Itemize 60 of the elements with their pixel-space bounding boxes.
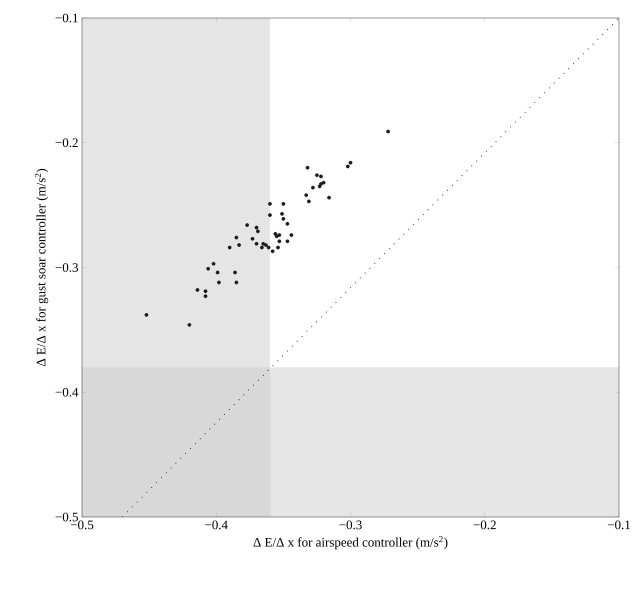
point <box>188 322 192 327</box>
point <box>250 236 254 241</box>
x-tick-label: −0.5 <box>70 520 94 530</box>
point <box>234 236 238 240</box>
y-tick-label: −0.1 <box>56 14 78 22</box>
point <box>266 246 271 250</box>
point <box>274 234 279 238</box>
point <box>306 199 311 204</box>
point <box>315 173 319 178</box>
y-tick-label: −0.3 <box>56 263 78 272</box>
point <box>306 166 310 170</box>
x-tick-label: −0.3 <box>339 520 362 530</box>
point <box>268 213 272 217</box>
point <box>245 223 250 227</box>
point <box>196 288 200 292</box>
y-tick-label: −0.2 <box>56 138 78 148</box>
point <box>327 196 331 200</box>
point <box>276 246 280 250</box>
point <box>277 233 282 237</box>
point <box>281 216 286 221</box>
point <box>268 202 272 206</box>
point <box>286 222 290 226</box>
point <box>216 270 220 274</box>
point <box>277 239 282 244</box>
point <box>254 242 258 246</box>
point <box>256 229 260 234</box>
x-axis-title: Δ E/Δ x for airspeed controller (m/s$^{2}$) <box>253 536 448 550</box>
point <box>348 160 352 165</box>
point <box>304 193 308 198</box>
point <box>319 182 323 186</box>
point <box>228 246 232 250</box>
point <box>322 180 326 185</box>
point <box>264 243 268 247</box>
point <box>346 164 350 168</box>
point <box>144 313 148 317</box>
point <box>270 249 275 254</box>
point <box>234 280 238 284</box>
point <box>217 280 221 284</box>
point <box>260 246 264 250</box>
point <box>311 186 315 190</box>
point <box>206 266 210 271</box>
point <box>237 243 241 247</box>
point <box>281 202 286 206</box>
point <box>290 233 294 237</box>
y-axis-title: Δ E/Δ x for gust soar controller (m/s$^{2}$) <box>35 168 48 366</box>
point <box>386 130 390 134</box>
point <box>261 242 266 246</box>
point <box>280 212 284 216</box>
point <box>286 239 290 244</box>
point <box>204 289 208 294</box>
y-tick-label: −0.5 <box>56 512 78 522</box>
point <box>233 270 237 274</box>
x-tick-label: −0.1 <box>608 520 630 530</box>
x-tick-label: −0.2 <box>474 520 496 530</box>
point <box>204 294 208 298</box>
x-tick-label: −0.4 <box>205 520 228 530</box>
point <box>319 174 323 178</box>
point <box>254 226 258 230</box>
y-tick-label: −0.4 <box>56 388 78 397</box>
point <box>212 262 216 266</box>
